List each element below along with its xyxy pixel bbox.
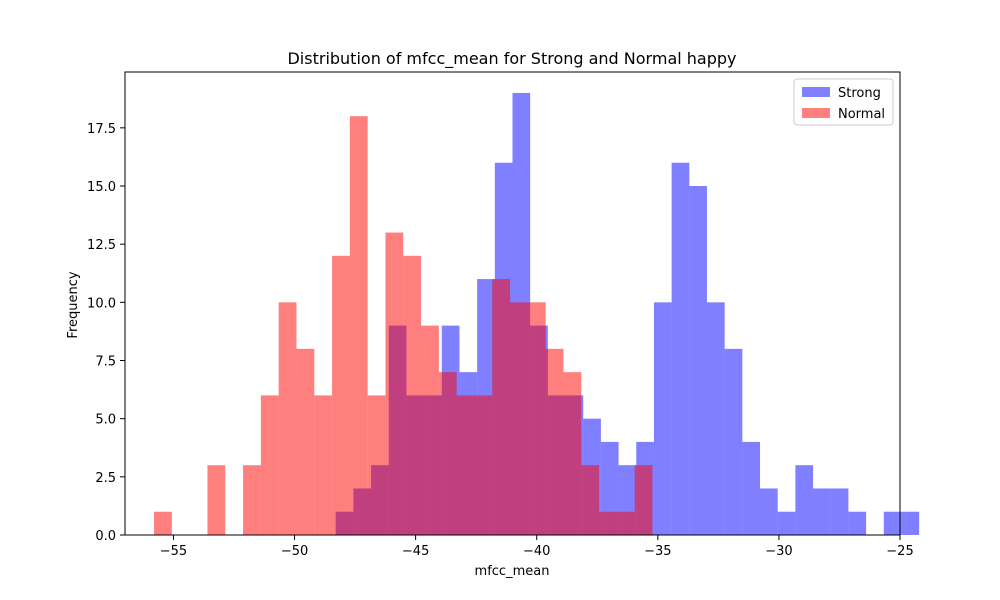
x-tick-label: −55 (160, 544, 187, 559)
bar-strong-26 (795, 465, 814, 535)
bar-strong-27 (813, 488, 831, 535)
bar-normal-22 (545, 348, 564, 535)
bar-normal-12 (367, 395, 386, 535)
plot-frame (124, 71, 901, 536)
bar-strong-19 (671, 162, 690, 536)
x-tick-label: −25 (886, 544, 913, 559)
x-tick-label: −45 (402, 544, 429, 559)
y-tick-label: 17.5 (87, 122, 116, 137)
x-tick-label: −30 (765, 544, 792, 559)
legend-swatch-strong (802, 87, 830, 97)
bar-normal-21 (527, 302, 546, 535)
bar-normal-14 (403, 255, 422, 536)
x-tick-label: −50 (281, 544, 308, 559)
bar-normal-25 (599, 511, 617, 535)
bar-strong-22 (724, 348, 743, 535)
bar-normal-9 (314, 395, 333, 535)
bar-normal-17 (456, 395, 475, 535)
bar-strong-23 (742, 441, 761, 535)
bar-normal-8 (296, 348, 315, 535)
bar-normal-26 (616, 511, 635, 535)
bar-normal-5 (243, 465, 261, 535)
bar-normal-16 (438, 372, 457, 535)
bar-normal-10 (332, 255, 350, 536)
bar-normal-6 (260, 395, 279, 535)
bar-strong-21 (706, 302, 725, 535)
bar-strong-18 (653, 302, 672, 535)
x-axis: −55 −50 −45 −40 −35 −30 −25 (160, 535, 914, 559)
bar-normal-13 (385, 232, 404, 536)
y-axis: 0.0 2.5 5.0 7.5 10.0 12.5 15.0 17.5 (87, 122, 125, 544)
bar-strong-20 (689, 186, 707, 535)
x-tick-label: −35 (644, 544, 671, 559)
x-axis-label: mfcc_mean (475, 564, 550, 579)
bar-normal-18 (474, 395, 493, 535)
bar-normal-15 (421, 325, 439, 535)
y-tick-label: 15.0 (87, 180, 116, 195)
bar-strong-24 (760, 488, 778, 535)
bar-normal-0 (154, 511, 172, 535)
bar-normal-3 (207, 465, 226, 535)
bar-strong-28 (830, 488, 849, 535)
legend-label-strong: Strong (838, 86, 881, 101)
chart-title: Distribution of mfcc_mean for Strong and… (287, 49, 736, 69)
bar-strong-32 (901, 511, 920, 535)
y-tick-label: 10.0 (87, 296, 116, 311)
x-tick-label: −40 (523, 544, 550, 559)
bar-normal-11 (349, 116, 368, 536)
y-tick-label: 7.5 (95, 355, 116, 370)
bar-normal-7 (278, 302, 297, 535)
series-normal (154, 116, 653, 536)
bar-normal-24 (581, 465, 600, 535)
y-axis-label: Frequency (66, 271, 81, 338)
legend: Strong Normal (793, 78, 894, 126)
y-tick-label: 2.5 (95, 471, 116, 486)
bar-strong-31 (883, 511, 902, 535)
bar-strong-29 (848, 511, 867, 535)
bar-normal-19 (492, 279, 511, 535)
y-tick-label: 0.0 (95, 529, 116, 544)
bar-normal-20 (510, 302, 528, 535)
y-tick-label: 12.5 (87, 238, 116, 253)
legend-label-normal: Normal (838, 107, 885, 122)
bar-normal-23 (563, 372, 582, 535)
bar-normal-27 (634, 465, 653, 535)
plot-bars (154, 92, 920, 536)
y-tick-label: 5.0 (95, 413, 116, 428)
bar-strong-25 (777, 511, 796, 535)
legend-swatch-normal (802, 108, 830, 118)
